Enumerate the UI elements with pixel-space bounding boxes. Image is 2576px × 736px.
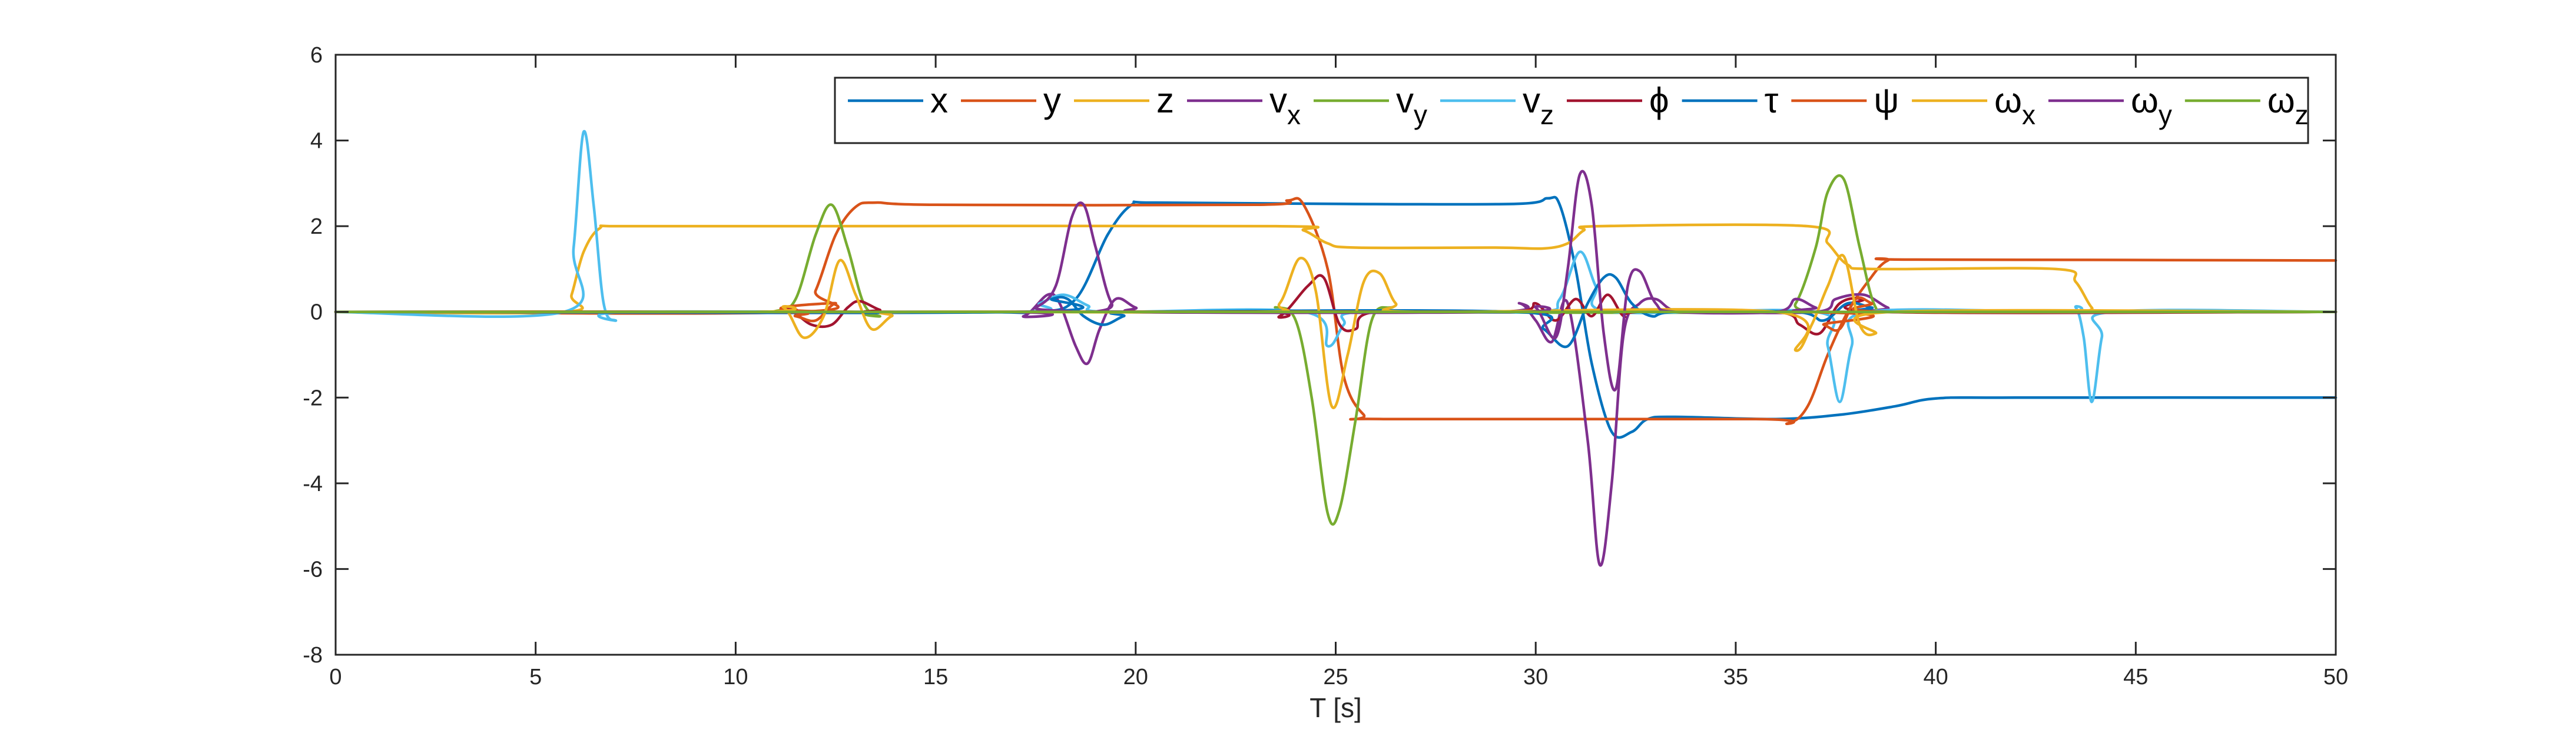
legend-label-phi: ϕ — [1649, 81, 1669, 120]
y-tick-label: 0 — [310, 300, 323, 325]
legend-subscript-vy: y — [1414, 100, 1427, 130]
tick-labels: 0 5 10 15 20 25 30 35 40 45 50 -8 -6 -4 -2 0 2 4 6 — [303, 43, 2348, 689]
legend-label-x: x — [930, 81, 948, 120]
y-tick-label: -6 — [303, 557, 323, 582]
axis-ticks — [334, 54, 2337, 656]
y-tick-label: -4 — [303, 472, 323, 496]
y-tick-label: 6 — [310, 43, 323, 68]
series-line-y — [334, 197, 2338, 426]
x-tick-label: 15 — [923, 665, 948, 689]
legend-label-psi: ψ — [1874, 81, 1899, 120]
x-tick-label: 0 — [329, 665, 342, 689]
series-line-z — [334, 223, 2338, 315]
legend: x y z vx vy vz ϕ τ ψ ωx ωy ωz — [834, 77, 2309, 144]
legend-label-y: y — [1043, 81, 1061, 120]
legend-subscript-vz: z — [1540, 100, 1554, 130]
legend-subscript-wz: z — [2295, 100, 2309, 130]
legend-box — [834, 77, 2309, 144]
x-tick-label: 40 — [1923, 665, 1948, 689]
x-tick-label: 10 — [723, 665, 748, 689]
x-tick-label: 25 — [1323, 665, 1348, 689]
series-line-wy — [334, 170, 2338, 392]
x-tick-label: 30 — [1523, 665, 1548, 689]
legend-subscript-wx: x — [2022, 100, 2035, 130]
y-tick-label: -8 — [303, 643, 323, 668]
x-tick-label: 5 — [529, 665, 542, 689]
series-line-phi — [334, 274, 2338, 336]
x-tick-label: 35 — [1723, 665, 1748, 689]
legend-subscript-wy: y — [2159, 100, 2172, 130]
x-tick-label: 20 — [1123, 665, 1148, 689]
x-axis-label: T [s] — [1309, 692, 1362, 723]
legend-label-tau: τ — [1765, 81, 1779, 120]
legend-subscript-vx: x — [1287, 100, 1301, 130]
series-line-wx — [334, 254, 2338, 409]
x-tick-label: 50 — [2323, 665, 2348, 689]
series-line-vy — [334, 174, 2338, 526]
y-tick-label: 2 — [310, 214, 323, 239]
legend-label-z: z — [1156, 81, 1174, 120]
plot-lines — [334, 130, 2338, 567]
y-tick-label: 4 — [310, 129, 323, 154]
y-tick-label: -2 — [303, 386, 323, 410]
x-tick-label: 45 — [2123, 665, 2148, 689]
